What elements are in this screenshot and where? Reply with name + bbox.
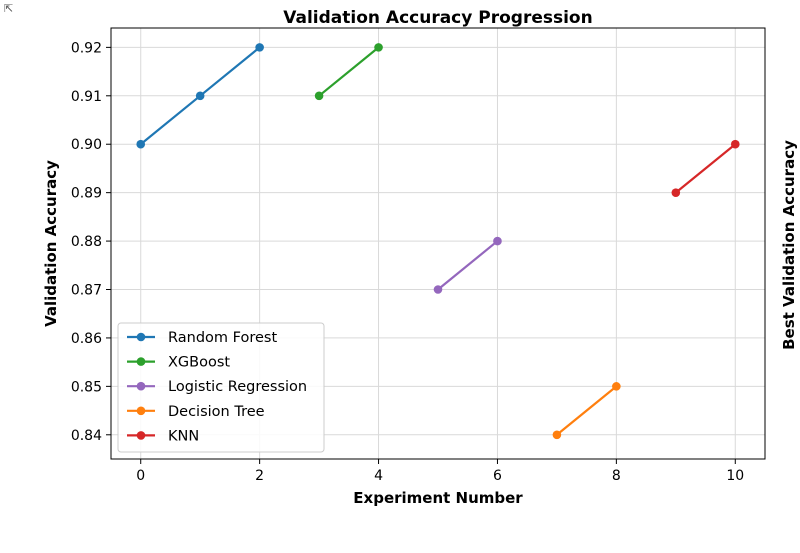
legend-swatch-marker (136, 332, 146, 342)
y-tick-label: 0.89 (71, 186, 102, 202)
x-tick-label: 0 (136, 468, 145, 484)
legend-swatch-marker (136, 431, 146, 440)
y-tick-label: 0.88 (71, 234, 102, 250)
legend-label: Logistic Regression (168, 379, 307, 395)
series-line (675, 143, 736, 194)
x-axis-title: Experiment Number (353, 489, 523, 507)
data-point (493, 236, 502, 246)
secondary-y-axis-title: Best Validation Accuracy (780, 140, 798, 350)
data-point (730, 139, 740, 149)
y-axis-title: Validation Accuracy (42, 160, 60, 327)
y-tick-label: 0.85 (71, 379, 102, 395)
series-knn (671, 139, 740, 197)
data-point (671, 188, 681, 197)
data-point (612, 382, 621, 391)
series-lines (136, 43, 740, 440)
legend-swatch-marker (136, 406, 146, 416)
series-line (437, 240, 499, 291)
data-point (136, 139, 146, 149)
series-line (556, 385, 618, 436)
x-tick-label: 4 (374, 468, 383, 484)
legend-label: Decision Tree (168, 404, 265, 420)
legend-label: KNN (168, 428, 199, 444)
y-tick-label: 0.87 (71, 283, 102, 299)
legend-swatch-marker (136, 381, 146, 391)
series-xgboost (314, 43, 383, 101)
series-random-forest (136, 43, 264, 149)
x-tick-label: 10 (726, 468, 744, 484)
legend-swatch-marker (136, 357, 146, 366)
legend-label: Random Forest (168, 330, 277, 346)
data-point (195, 91, 205, 101)
x-tick-label: 6 (493, 468, 502, 484)
legend-item: Logistic Regression (127, 379, 307, 395)
legend-label: XGBoost (168, 355, 230, 371)
axis-ticks: 0 2 4 6 8 10 0.84 0.85 0.86 0.87 0.88 0.89 0.90 0.91 0… (71, 40, 744, 484)
series-logistic-regression (433, 236, 502, 294)
y-tick-label: 0.92 (71, 40, 102, 56)
legend-item: Decision Tree (127, 404, 265, 420)
legend-item: Random Forest (127, 330, 277, 346)
series-decision-tree (552, 382, 621, 440)
legend: Random Forest XGBoost Logistic Regression D… (117, 322, 325, 453)
y-tick-label: 0.90 (71, 137, 102, 153)
data-point (433, 285, 443, 294)
y-tick-label: 0.84 (71, 428, 102, 444)
data-point (374, 43, 383, 52)
data-point (552, 430, 562, 440)
chart-title: Validation Accuracy Progression (283, 8, 592, 28)
y-tick-label: 0.91 (71, 89, 102, 105)
x-tick-label: 8 (612, 468, 621, 484)
y-tick-label: 0.86 (71, 331, 102, 347)
legend-item: KNN (127, 428, 199, 444)
data-point (314, 91, 324, 101)
legend-item: XGBoost (127, 355, 230, 371)
plot-area (110, 27, 766, 460)
legend-box (117, 322, 325, 453)
output-toggle-icon[interactable]: ⇱ (4, 2, 14, 15)
series-line (318, 46, 380, 97)
data-point (255, 43, 264, 52)
x-tick-label: 2 (255, 468, 264, 484)
